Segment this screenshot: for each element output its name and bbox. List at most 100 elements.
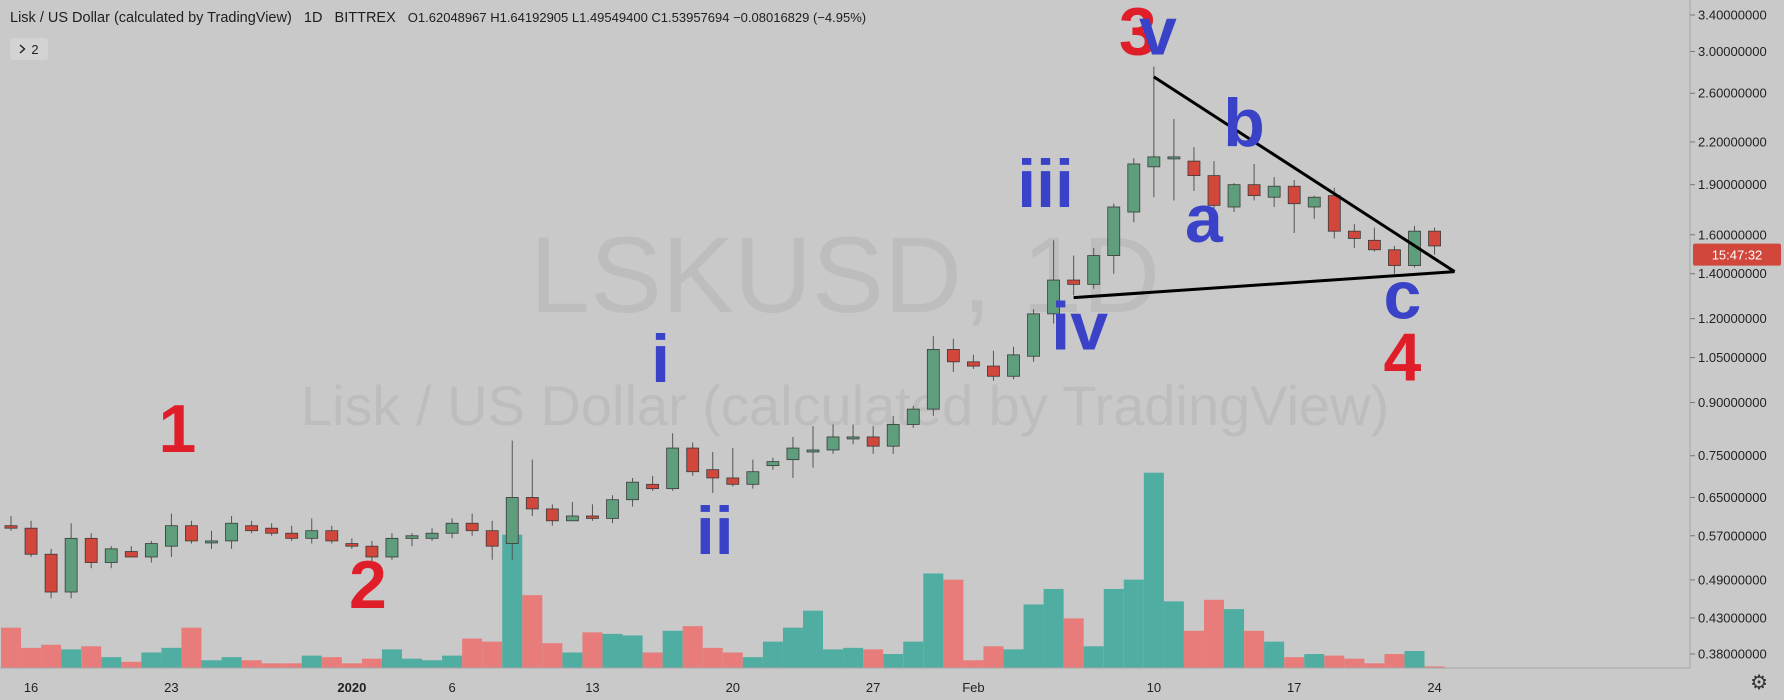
volume-bar [221,657,242,668]
candle-body [606,499,619,519]
wave-label: 1 [159,391,197,467]
candle [746,459,760,489]
volume-bar [782,627,803,668]
candle-body [345,543,359,547]
volume-bar [923,573,944,668]
volume-bar [1163,601,1184,668]
volume-bar [1244,630,1265,668]
candle-body [666,447,680,490]
price-axis-background [1690,0,1784,700]
volume-bar [41,644,62,668]
time-tick-label: 20 [726,680,740,695]
candle [185,520,198,544]
countdown-badge [1693,243,1781,266]
candle-body [1267,185,1281,198]
volume-bar [1063,618,1084,668]
wave-label: iii [1017,146,1074,222]
volume-bar [1424,666,1445,668]
candle-body [1187,160,1201,177]
volume-bar [1284,657,1305,668]
candle-body [265,527,279,534]
volume-bar [402,658,422,668]
candle [586,504,599,521]
time-tick-label: 16 [24,680,38,695]
candle-series [4,66,1441,599]
volume-bar [1404,650,1425,668]
wave-label: 4 [1384,320,1422,396]
candle [1187,147,1201,191]
candle-body [225,522,238,542]
price-tick-label: 1.40000000 [1698,266,1767,281]
candle-body [1307,196,1321,208]
time-tick-label: 6 [448,680,455,695]
candle [1107,203,1121,274]
symbol-title[interactable]: Lisk / US Dollar (calculated by TradingV… [10,10,292,26]
volume-bar [361,658,382,668]
volume-bar [321,657,342,668]
candle [425,528,439,541]
candle [1047,240,1060,324]
candle [405,533,419,547]
candle [24,520,38,557]
candle-body [1428,230,1441,247]
candle [205,530,218,549]
candle-body [1167,156,1181,160]
time-tick-label: 2020 [337,680,366,695]
time-tick-label: 10 [1147,680,1161,695]
interval-label[interactable]: 1D [303,10,323,26]
candle [706,451,720,494]
volume-bar [602,633,623,668]
volume-bar [642,652,663,668]
volume-bar [1304,654,1325,668]
candle [465,513,479,536]
gear-icon[interactable]: ⚙ [1750,670,1768,694]
candle [846,424,860,445]
volume-bar [241,660,262,668]
price-tick-label: 1.90000000 [1698,177,1767,192]
trendline [1153,75,1456,273]
volume-bar [21,647,42,668]
volume-bar [381,649,402,668]
time-tick-label: 13 [585,680,599,695]
candle-body [185,525,198,542]
candle-body [104,548,118,563]
candle-body [746,471,760,485]
candle [385,533,399,560]
volume-bar [1043,588,1064,668]
candle-body [566,515,579,522]
candle [545,504,559,526]
volume-bar [81,646,102,668]
indicators-collapse-button[interactable]: 2 [10,38,48,60]
price-tick-label: 0.57000000 [1698,528,1767,543]
candle [806,426,820,468]
volume-bar [762,641,783,668]
watermark-description: Lisk / US Dollar (calculated by TradingV… [301,374,1389,437]
candle-body [1388,249,1401,266]
candle-body [1027,313,1040,357]
candle-body [806,449,820,453]
candle-body [706,469,720,479]
wave-label: iv [1051,288,1108,364]
chevron-right-icon [19,44,26,54]
candle [505,440,519,560]
time-tick-label: 17 [1287,680,1301,695]
candle [325,525,339,544]
candle [886,415,900,454]
candle-body [545,508,559,522]
trendline [1073,270,1455,300]
candle [1247,163,1261,201]
volume-bar [1344,658,1365,668]
price-tick-label: 0.49000000 [1698,572,1767,587]
candle-body [285,532,299,539]
candle-body [24,527,38,555]
candle [104,546,118,569]
volume-bar [261,663,282,668]
volume-bar [141,652,162,668]
candle [1368,227,1381,252]
candle [987,350,1000,381]
wave-label: i [651,321,670,397]
candle [1087,247,1101,289]
volume-bar [943,579,964,668]
